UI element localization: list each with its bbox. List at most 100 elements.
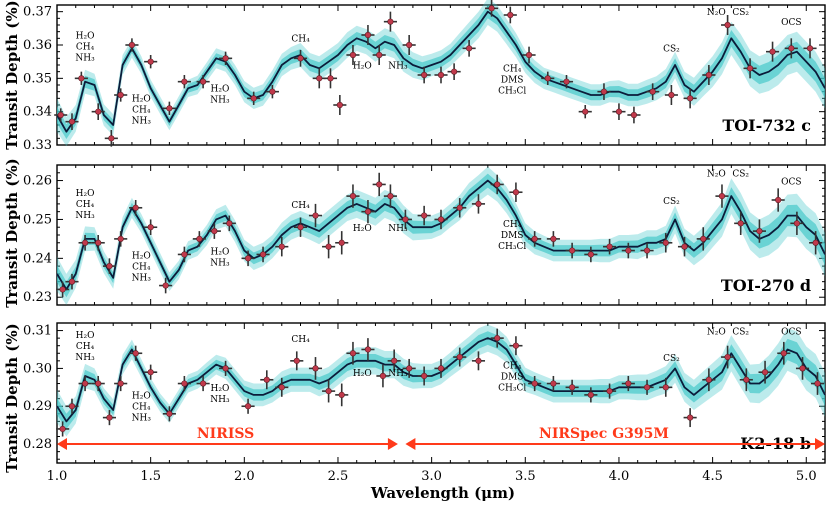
- data-point: [806, 45, 814, 52]
- panels-group: 0.330.340.350.360.37H₂OCH₄NH₃H₂OCH₄NH₃H₂…: [23, 0, 826, 484]
- molecule-label: NH₃: [75, 211, 95, 221]
- molecule-label: DMS: [501, 76, 524, 86]
- panel-3: 0.280.290.300.31 H₂OCH₄NH₃H₂OCH₄NH₃H₂ONH₃…: [23, 322, 826, 484]
- data-point: [376, 51, 383, 59]
- x-tick-label: 2.5: [328, 469, 349, 484]
- molecule-label: CS₂: [732, 327, 749, 337]
- data-point: [59, 286, 66, 293]
- data-point: [68, 118, 76, 125]
- panel-1: 0.330.340.350.360.37H₂OCH₄NH₃H₂OCH₄NH₃H₂…: [23, 0, 826, 153]
- molecule-label: CH₄: [76, 342, 95, 352]
- data-point: [57, 111, 64, 119]
- data-point: [587, 251, 594, 258]
- data-point: [338, 391, 345, 398]
- molecule-label: NH₃: [132, 414, 152, 424]
- data-point: [293, 357, 300, 364]
- data-point: [531, 380, 538, 387]
- molecule-label: NH₃: [388, 224, 408, 234]
- molecule-label: CH₄: [503, 65, 522, 75]
- y-tick-label: 0.35: [23, 71, 52, 86]
- x-axis-title: Wavelength (μm): [370, 484, 515, 502]
- data-point: [512, 342, 520, 349]
- data-point: [812, 239, 819, 246]
- y-tick-label: 0.37: [23, 5, 52, 20]
- data-point: [475, 357, 482, 364]
- data-point: [525, 51, 533, 59]
- x-tick-label: 1.5: [140, 469, 161, 484]
- data-point: [211, 228, 218, 235]
- data-point: [737, 220, 744, 227]
- data-point: [724, 353, 731, 361]
- y-tick-label: 0.34: [23, 105, 52, 120]
- planet-name: TOI-732 c: [722, 116, 811, 135]
- data-point: [494, 181, 501, 188]
- data-point: [316, 75, 323, 82]
- molecule-label: CH₄: [76, 200, 95, 210]
- data-point: [95, 239, 102, 246]
- data-point: [108, 135, 115, 142]
- plot-frame: [56, 4, 826, 146]
- data-point: [421, 212, 428, 219]
- data-point: [687, 414, 694, 421]
- molecule-label: H₂O: [211, 384, 230, 394]
- data-point: [263, 376, 270, 383]
- data-point: [325, 243, 332, 250]
- model-line: [56, 10, 826, 133]
- molecule-label: CH₃Cl: [498, 242, 526, 252]
- data-point: [507, 11, 514, 19]
- molecule-label: OCS: [781, 327, 801, 337]
- molecule-label: OCS: [781, 177, 801, 187]
- data-point: [226, 220, 233, 227]
- data-point: [349, 51, 357, 59]
- data-point: [687, 95, 694, 102]
- data-point: [512, 189, 520, 196]
- data-point: [181, 78, 188, 85]
- molecule-label: DMS: [501, 231, 524, 241]
- data-point: [488, 5, 495, 12]
- data-point: [788, 45, 795, 52]
- data-point: [649, 88, 656, 95]
- data-point: [643, 247, 651, 254]
- molecule-label: N₂O: [707, 8, 726, 18]
- data-point: [544, 75, 551, 82]
- molecule-label: N₂O: [707, 170, 726, 180]
- data-point: [668, 91, 675, 99]
- data-point: [799, 365, 806, 372]
- molecule-label: OCS: [781, 18, 801, 28]
- data-point: [625, 247, 632, 254]
- data-point: [68, 278, 76, 285]
- molecule-label: N₂O: [707, 327, 726, 337]
- data-point: [724, 21, 731, 29]
- molecule-label: NH₃: [75, 53, 95, 63]
- molecule-label: NH₃: [210, 258, 230, 268]
- data-point: [376, 181, 383, 188]
- y-tick-label: 0.28: [23, 437, 52, 452]
- data-point: [387, 193, 394, 200]
- data-point: [364, 346, 372, 353]
- molecule-label: CH₃Cl: [498, 383, 526, 393]
- data-point: [494, 335, 501, 342]
- molecule-label: CH₄: [76, 42, 95, 52]
- data-point: [147, 369, 154, 376]
- x-tick-label: 1.0: [47, 469, 68, 484]
- data-point: [550, 380, 557, 387]
- data-point: [364, 31, 372, 39]
- data-point: [269, 88, 276, 95]
- data-point: [421, 372, 428, 380]
- molecule-label: NH₃: [210, 395, 230, 405]
- data-point: [166, 410, 173, 417]
- data-point: [162, 282, 169, 289]
- data-point: [563, 78, 570, 85]
- data-point: [582, 108, 589, 115]
- data-point: [793, 220, 801, 227]
- molecule-label: H₂O: [353, 369, 372, 379]
- molecule-label: NH₃: [132, 273, 152, 283]
- data-point: [625, 380, 632, 387]
- x-tick-label: 5.0: [796, 469, 817, 484]
- panel-2: 0.230.240.250.26H₂OCH₄NH₃H₂OCH₄NH₃H₂ONH₃…: [23, 164, 826, 306]
- data-point: [78, 75, 85, 82]
- data-point: [769, 48, 776, 55]
- data-point: [662, 384, 669, 391]
- data-point: [402, 216, 409, 223]
- model-band-2sigma: [57, 166, 825, 305]
